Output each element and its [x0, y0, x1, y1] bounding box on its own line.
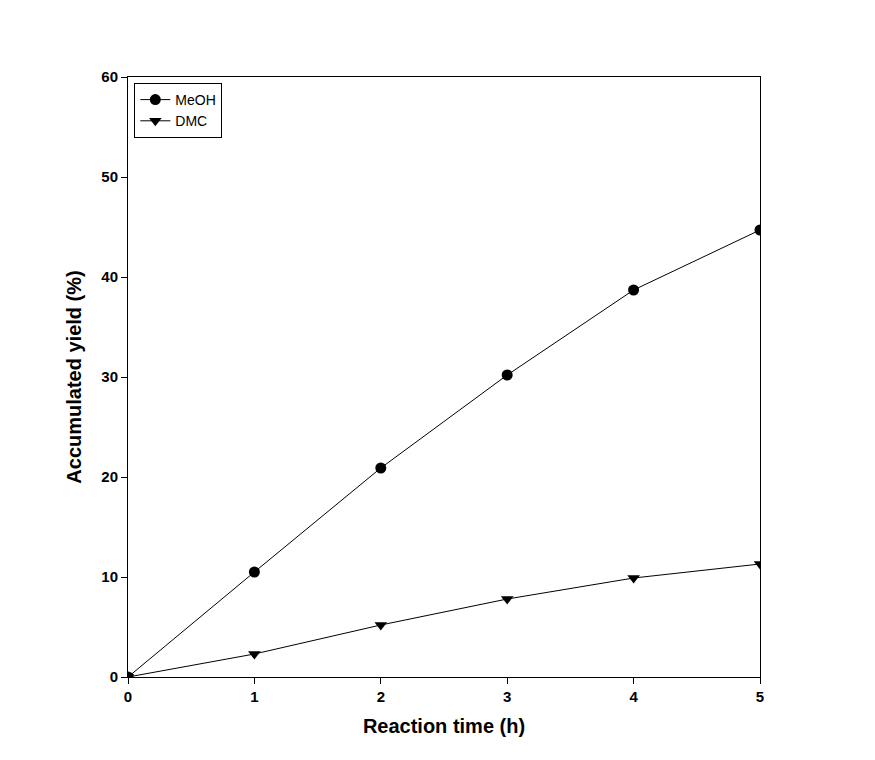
svg-text:4: 4 — [629, 688, 638, 705]
svg-text:10: 10 — [101, 568, 118, 585]
svg-text:20: 20 — [101, 468, 118, 485]
svg-text:50: 50 — [101, 168, 118, 185]
svg-text:Accumulated yield (%): Accumulated yield (%) — [63, 270, 85, 483]
svg-text:0: 0 — [124, 688, 132, 705]
svg-text:Reaction time (h): Reaction time (h) — [363, 715, 525, 737]
svg-text:60: 60 — [101, 68, 118, 85]
svg-text:DMC: DMC — [175, 113, 207, 129]
svg-text:0: 0 — [110, 668, 118, 685]
svg-text:2: 2 — [377, 688, 385, 705]
svg-text:40: 40 — [101, 268, 118, 285]
svg-text:5: 5 — [756, 688, 764, 705]
svg-text:1: 1 — [250, 688, 258, 705]
svg-text:30: 30 — [101, 368, 118, 385]
svg-text:3: 3 — [503, 688, 511, 705]
svg-text:MeOH: MeOH — [175, 92, 215, 108]
